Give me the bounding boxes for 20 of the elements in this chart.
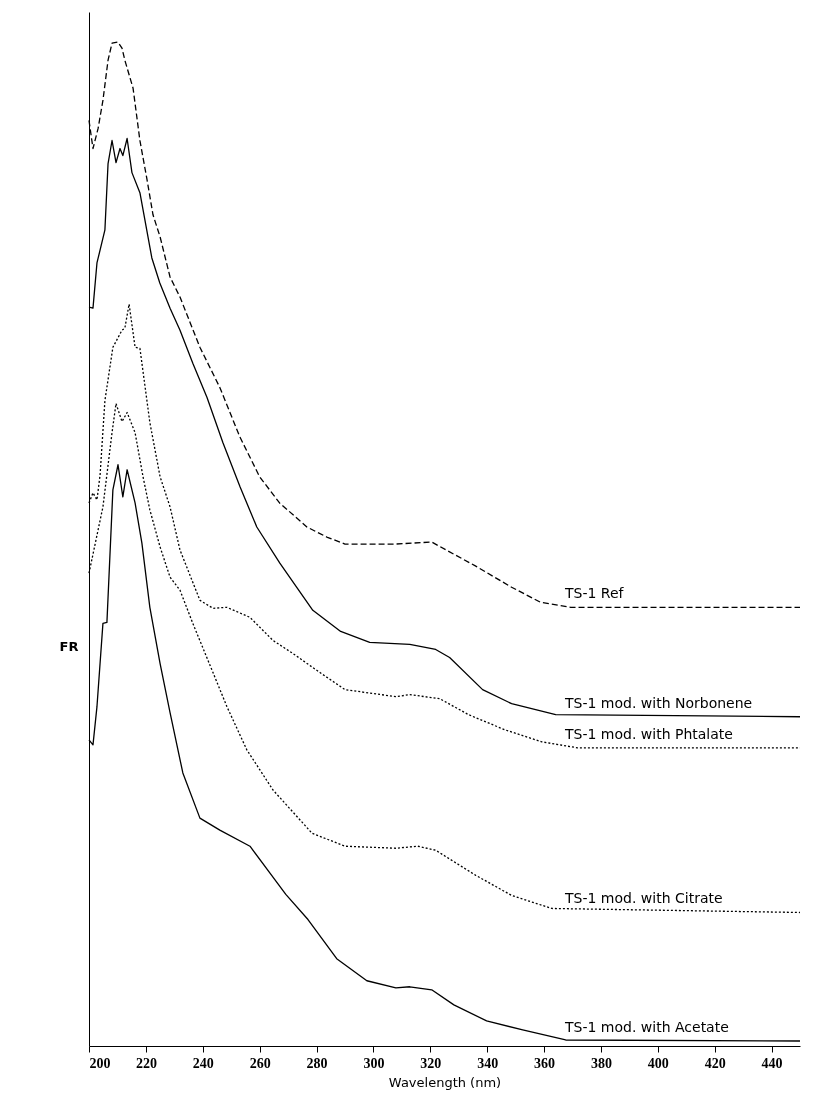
x-tick-label: 280 bbox=[306, 1055, 328, 1071]
x-tick-label: 220 bbox=[135, 1055, 157, 1071]
x-tick-label: 380 bbox=[590, 1055, 612, 1071]
x-tick-label: 320 bbox=[420, 1055, 442, 1071]
x-tick-label: 360 bbox=[534, 1055, 556, 1071]
y-axis-title: FR bbox=[59, 638, 79, 654]
x-tick-label: 340 bbox=[477, 1055, 499, 1071]
x-tick-label: 240 bbox=[192, 1055, 214, 1071]
series-label: TS-1 Ref bbox=[564, 585, 625, 602]
x-tick-label: 420 bbox=[704, 1055, 726, 1071]
x-tick-label: 260 bbox=[249, 1055, 271, 1071]
x-tick-label: 440 bbox=[761, 1055, 783, 1071]
x-tick-label: 300 bbox=[363, 1055, 385, 1071]
x-tick-label: 400 bbox=[647, 1055, 669, 1071]
series-label: TS-1 mod. with Phtalate bbox=[564, 725, 733, 742]
x-axis-title: Wavelength (nm) bbox=[388, 1074, 502, 1090]
series-label: TS-1 mod. with Citrate bbox=[564, 890, 723, 907]
x-tick-label: 200 bbox=[89, 1055, 111, 1071]
series-label: TS-1 mod. with Norbonene bbox=[564, 694, 753, 711]
series-label: TS-1 mod. with Acetate bbox=[564, 1018, 729, 1035]
